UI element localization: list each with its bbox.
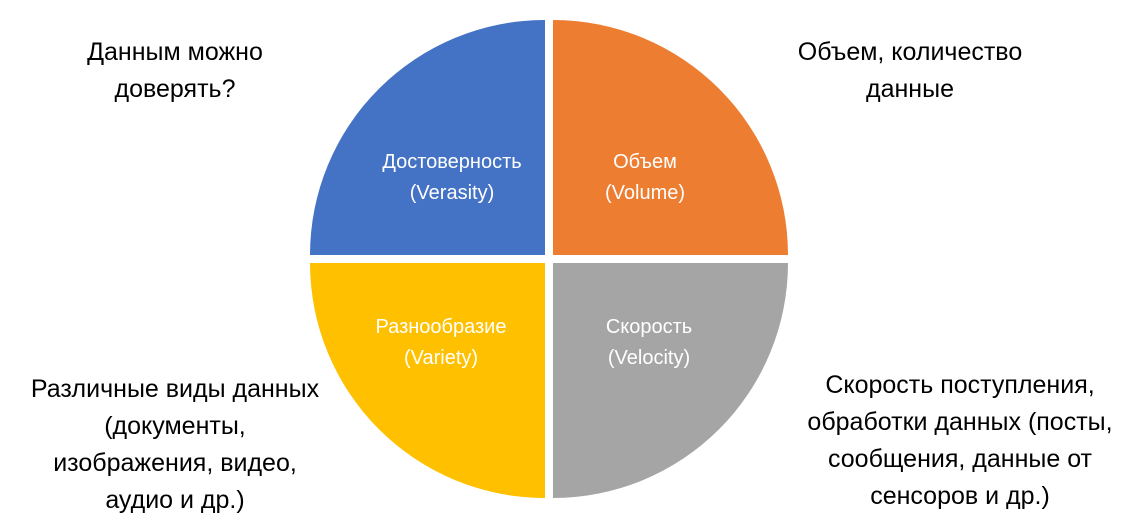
caption-line: обработки данных (посты,: [807, 408, 1113, 436]
segment-variety-title: Разнообразие: [376, 316, 507, 338]
caption-volume: Объем, количество данные: [770, 34, 1050, 108]
segment-variety: [310, 263, 545, 498]
caption-velocity: Скорость поступления, обработки данных (…: [785, 367, 1135, 515]
caption-line: изображения, видео,: [53, 449, 297, 477]
caption-line: Скорость поступления,: [825, 371, 1095, 399]
segment-velocity-subtitle: (Velocity): [608, 347, 690, 369]
caption-variety: Различные виды данных (документы, изобра…: [10, 371, 340, 519]
segment-velocity-title: Скорость: [606, 316, 692, 338]
segment-veracity-title: Достоверность: [382, 151, 521, 173]
segment-variety-subtitle: (Variety): [404, 347, 478, 369]
segment-volume: [553, 20, 788, 255]
caption-line: (документы,: [104, 412, 246, 440]
segment-veracity: [310, 20, 545, 255]
caption-line: Объем, количество: [797, 38, 1023, 66]
caption-line: доверять?: [114, 75, 236, 103]
caption-line: сенсоров и др.): [870, 482, 1050, 510]
caption-line: данные: [866, 75, 954, 103]
caption-line: аудио и др.): [105, 486, 245, 514]
caption-line: Данным можно: [87, 38, 263, 66]
segment-volume-title: Объем: [613, 151, 677, 173]
segment-velocity: [553, 263, 788, 498]
caption-veracity: Данным можно доверять?: [40, 34, 310, 108]
segment-volume-subtitle: (Volume): [605, 182, 685, 204]
segment-veracity-subtitle: (Verasity): [410, 182, 494, 204]
caption-line: сообщения, данные от: [827, 445, 1093, 473]
caption-line: Различные виды данных: [30, 375, 320, 403]
